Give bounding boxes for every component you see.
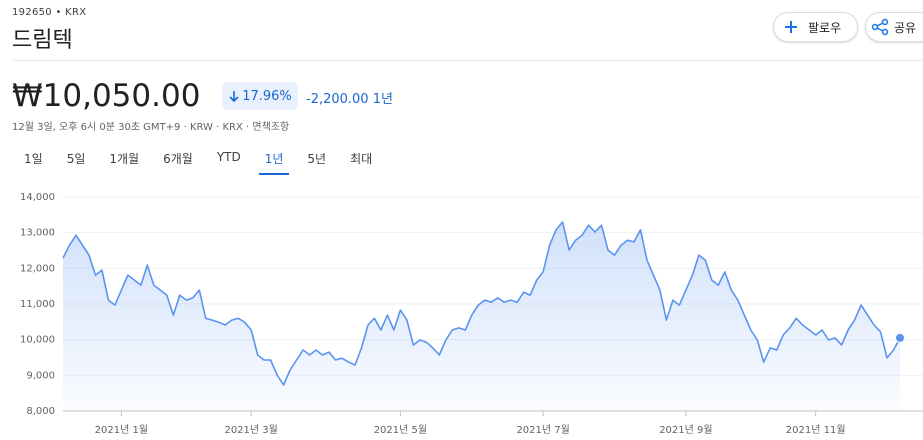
range-tab[interactable]: 1일	[24, 152, 43, 166]
share-icon	[871, 18, 889, 36]
area	[63, 222, 900, 411]
x-tick-label: 2021년 3월	[224, 424, 277, 436]
range-tabs: 1일 5일 1개월 6개월 YTD 1년 5년 최대	[12, 150, 384, 175]
y-tick-label: 8,000	[26, 406, 55, 417]
meta-line: 12월 3일, 오후 6시 0분 30초 GMT+9 · KRW · KRX ·…	[12, 122, 290, 133]
x-tick-label: 2021년 5월	[374, 424, 427, 436]
y-tick-label: 12,000	[20, 263, 55, 274]
share-label: 공유	[894, 20, 917, 35]
last-point	[895, 332, 905, 343]
ticker: 192650 • KRX	[12, 7, 87, 18]
x-tick-label: 2021년 11월	[786, 424, 846, 436]
range-tab[interactable]: YTD	[216, 150, 241, 164]
x-tick-label: 2021년 9월	[659, 424, 712, 436]
range-tab[interactable]: 5일	[66, 152, 86, 166]
range-tab[interactable]: 최대	[350, 152, 373, 166]
change-percent: 17.96%	[242, 88, 292, 104]
range-tab[interactable]: 1개월	[109, 152, 140, 166]
range-tab[interactable]: 1년	[253, 150, 296, 175]
range-tab[interactable]: 6개월	[163, 152, 193, 166]
change-period: 1년	[372, 92, 393, 107]
y-tick-label: 14,000	[20, 192, 55, 203]
change-line: -2,200.00 1년	[306, 88, 393, 107]
down-arrow	[229, 91, 239, 103]
change-badge: 17.96%	[222, 82, 298, 110]
price: ₩10,050.00	[12, 78, 201, 114]
follow-label: 팔로우	[808, 20, 842, 35]
stock-name: 드림텍	[12, 28, 73, 53]
divider	[12, 60, 923, 61]
change-value: -2,200.00	[306, 92, 369, 107]
price-line	[62, 221, 901, 386]
follow-button[interactable]: 팔로우	[773, 12, 858, 42]
y-tick-label: 13,000	[20, 228, 55, 239]
x-tick-label: 2021년 7월	[516, 424, 569, 436]
y-tick-label: 10,000	[20, 335, 55, 346]
y-tick-label: 11,000	[20, 299, 55, 310]
range-tab[interactable]: 5년	[307, 152, 327, 166]
share-button[interactable]: 공유	[865, 12, 923, 42]
plus-icon	[785, 21, 797, 33]
y-tick-label: 9,000	[26, 370, 55, 381]
x-tick-label: 2021년 1월	[95, 424, 148, 436]
